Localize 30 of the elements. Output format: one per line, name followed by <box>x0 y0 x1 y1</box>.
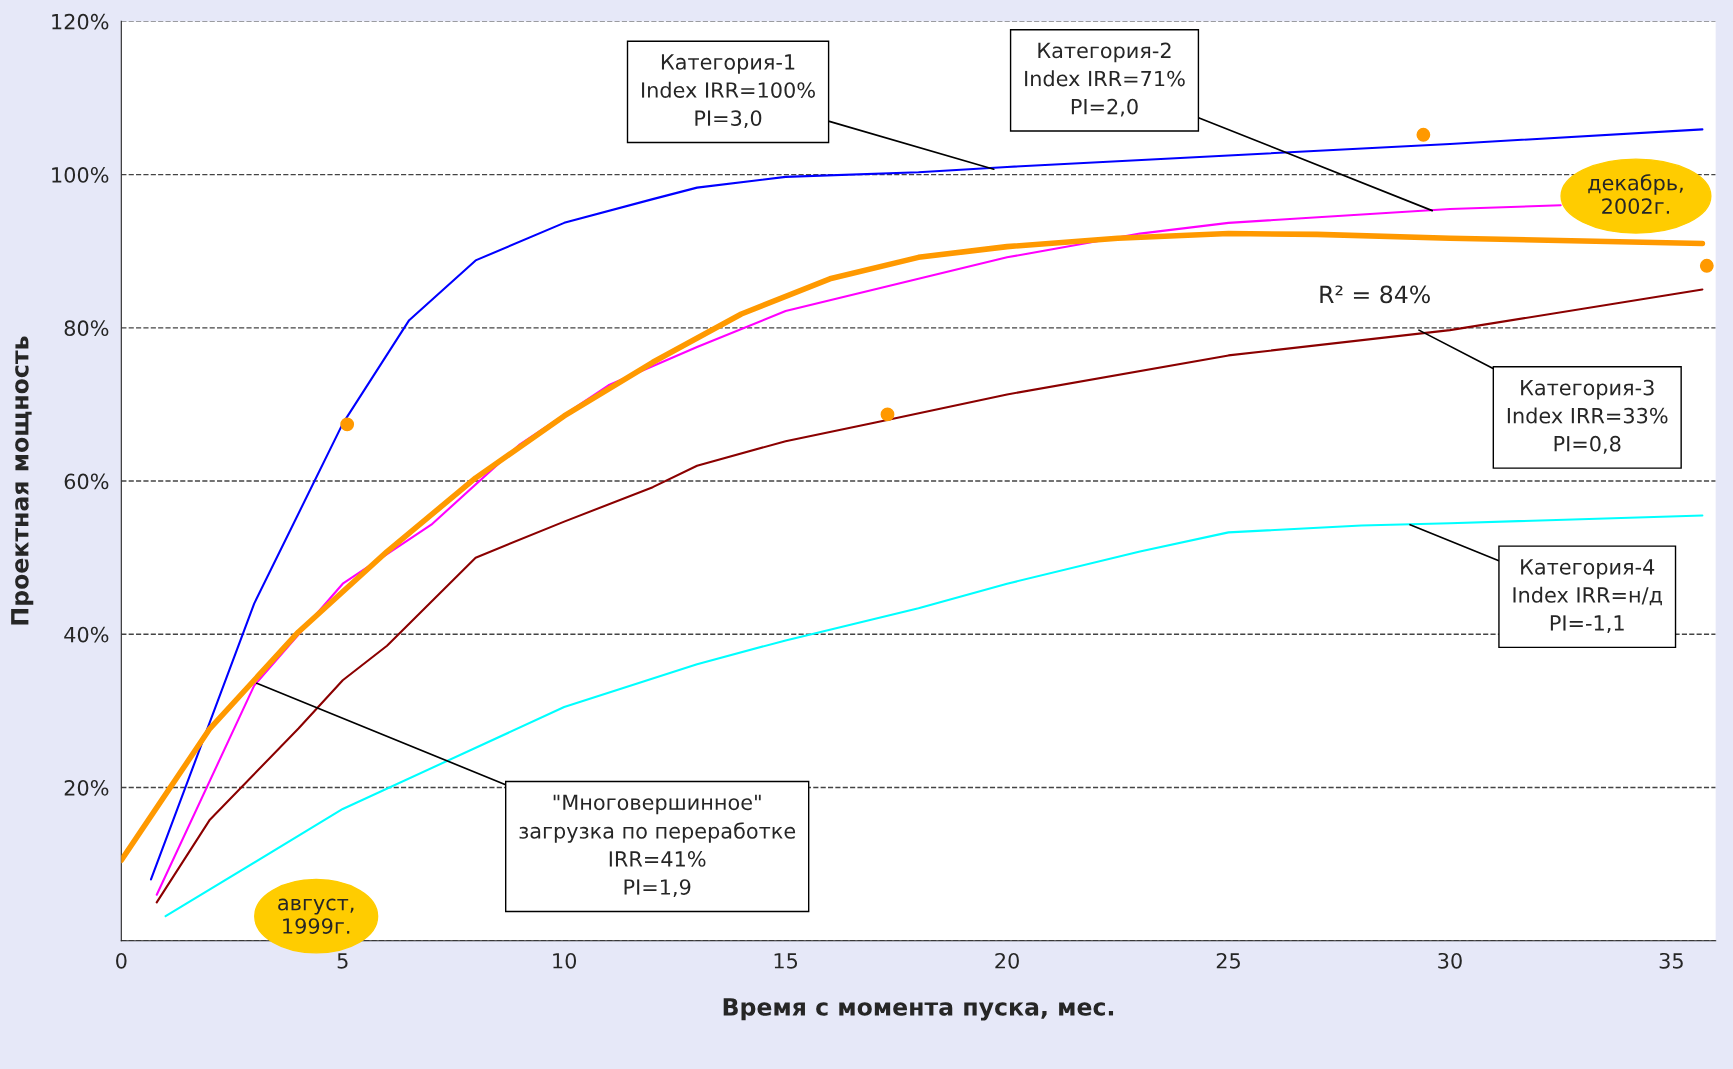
x-tick-label: 5 <box>337 953 348 969</box>
point <box>340 417 355 432</box>
x-tick-label: 0 <box>116 952 127 969</box>
x-tick-label: 10 <box>553 952 577 969</box>
x-tick-label: 15 <box>774 953 798 969</box>
line-series <box>164 514 1704 918</box>
point <box>1699 258 1714 273</box>
x-tick-label: 30 <box>1438 952 1462 969</box>
y-axis-title: Проектная мощность <box>11 336 34 625</box>
y-tick-label: 100% <box>52 167 109 183</box>
x-tick-label: 25 <box>1216 952 1240 969</box>
annotation: Категория-1 Index IRR=100% PI=3,0 <box>642 54 815 129</box>
y-tick-label: 40% <box>64 626 109 643</box>
y-tick-label: 60% <box>64 473 109 490</box>
annotation: декабрь, 2002г. <box>1588 174 1683 214</box>
annotation: Категория-3 Index IRR=33% PI=0,8 <box>1507 379 1668 454</box>
annotation: Категория-4 Index IRR=н/д PI=-1,1 <box>1513 559 1662 633</box>
point <box>880 407 895 422</box>
annotation: август, 1999г. <box>278 898 354 934</box>
y-tick-label: 80% <box>64 320 109 337</box>
x-tick-label: 35 <box>1659 952 1683 969</box>
x-tick-label: 20 <box>995 952 1019 969</box>
annotation: Категория-2 Index IRR=71% PI=2,0 <box>1025 42 1185 117</box>
y-tick-label: 120% <box>52 13 109 30</box>
y-tick-label: 20% <box>64 779 109 796</box>
line-series <box>149 128 1704 881</box>
annotation: R² = 84% <box>1320 285 1430 304</box>
point <box>1416 127 1431 142</box>
x-axis-title: Время с момента пуска, мес. <box>723 998 1114 1021</box>
annotation: "Многовершинное" загрузка по переработке IRR=41% PI=1,9 <box>519 794 796 898</box>
